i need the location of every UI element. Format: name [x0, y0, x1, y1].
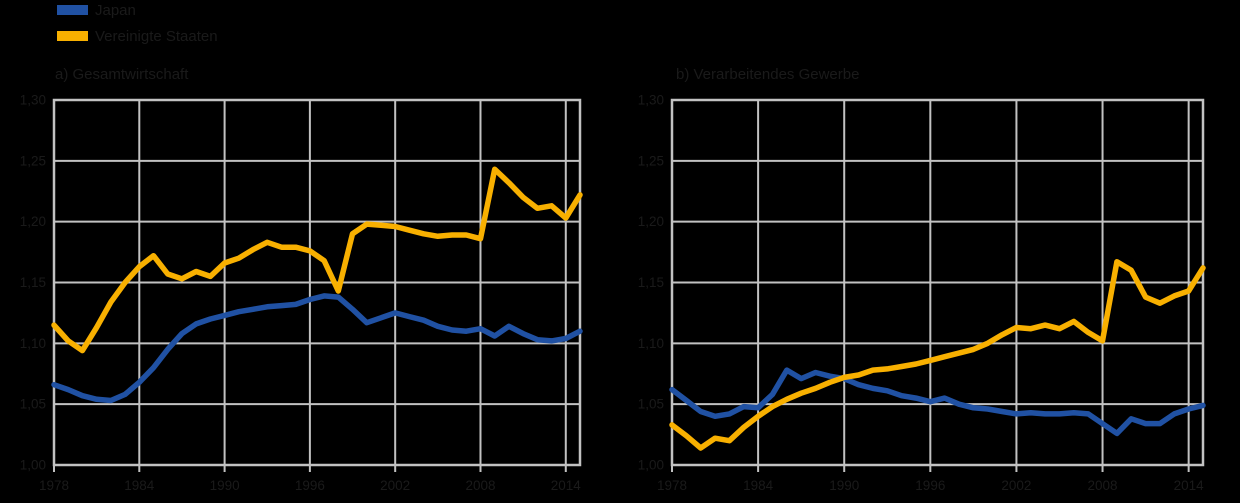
- japan-line: [669, 367, 1206, 437]
- y-tick-label: 1,00: [20, 458, 46, 473]
- plot-frame: [52, 98, 582, 467]
- y-tick-label: 1,05: [20, 397, 46, 412]
- y-tick-label: 1,15: [638, 275, 664, 290]
- x-tick-label: 1978: [39, 478, 69, 493]
- y-tick-label: 1,20: [20, 214, 46, 229]
- plot-frame: [670, 98, 1205, 467]
- chart-b-title: b) Verarbeitendes Gewerbe: [676, 66, 860, 83]
- y-tick-label: 1,00: [638, 458, 664, 473]
- y-tick-label: 1,25: [20, 153, 46, 168]
- x-tick-label: 1984: [743, 478, 774, 493]
- chart-b-plot-area: 1,00 1,05 1,10 1,15 1,20 1,25 1,30 1978 1984 1990…: [638, 93, 1206, 493]
- y-tick-label: 1,10: [20, 336, 46, 351]
- usa-legend-label: Vereinigte Staaten: [95, 27, 218, 45]
- legend: Japan Vereinigte Staaten: [57, 2, 218, 54]
- y-tick-label: 1,20: [638, 214, 664, 229]
- x-tick-label: 1996: [915, 478, 945, 493]
- legend-item-japan: Japan: [57, 1, 218, 19]
- usa-line: [51, 166, 583, 354]
- x-tick-label: 2002: [380, 478, 410, 493]
- x-tick-label: 2014: [551, 478, 582, 493]
- japan-color-swatch-icon: [57, 5, 88, 15]
- x-tick-label: 1996: [295, 478, 325, 493]
- chart-a-plot-area: 1,00 1,05 1,10 1,15 1,20 1,25 1,30 1978 1984 1990…: [20, 93, 583, 493]
- y-tick-label: 1,30: [638, 93, 664, 108]
- y-tick-label: 1,25: [638, 153, 664, 168]
- y-tick-label: 1,30: [20, 93, 46, 108]
- x-tick-label: 2002: [1001, 478, 1031, 493]
- x-tick-label: 1990: [210, 478, 240, 493]
- x-tick-label: 1984: [124, 478, 155, 493]
- y-tick-label: 1,10: [638, 336, 664, 351]
- japan-line: [51, 293, 583, 404]
- legend-item-usa: Vereinigte Staaten: [57, 27, 218, 45]
- chart-a-title: a) Gesamtwirtschaft: [55, 66, 189, 83]
- x-tick-label: 1978: [657, 478, 687, 493]
- japan-legend-label: Japan: [95, 1, 136, 19]
- y-tick-label: 1,05: [638, 397, 664, 412]
- usa-color-swatch-icon: [57, 31, 88, 41]
- x-tick-label: 2008: [465, 478, 495, 493]
- x-tick-label: 2008: [1088, 478, 1118, 493]
- x-tick-label: 1990: [829, 478, 859, 493]
- usa-line: [669, 259, 1206, 451]
- y-tick-label: 1,15: [20, 275, 46, 290]
- x-tick-label: 2014: [1174, 478, 1205, 493]
